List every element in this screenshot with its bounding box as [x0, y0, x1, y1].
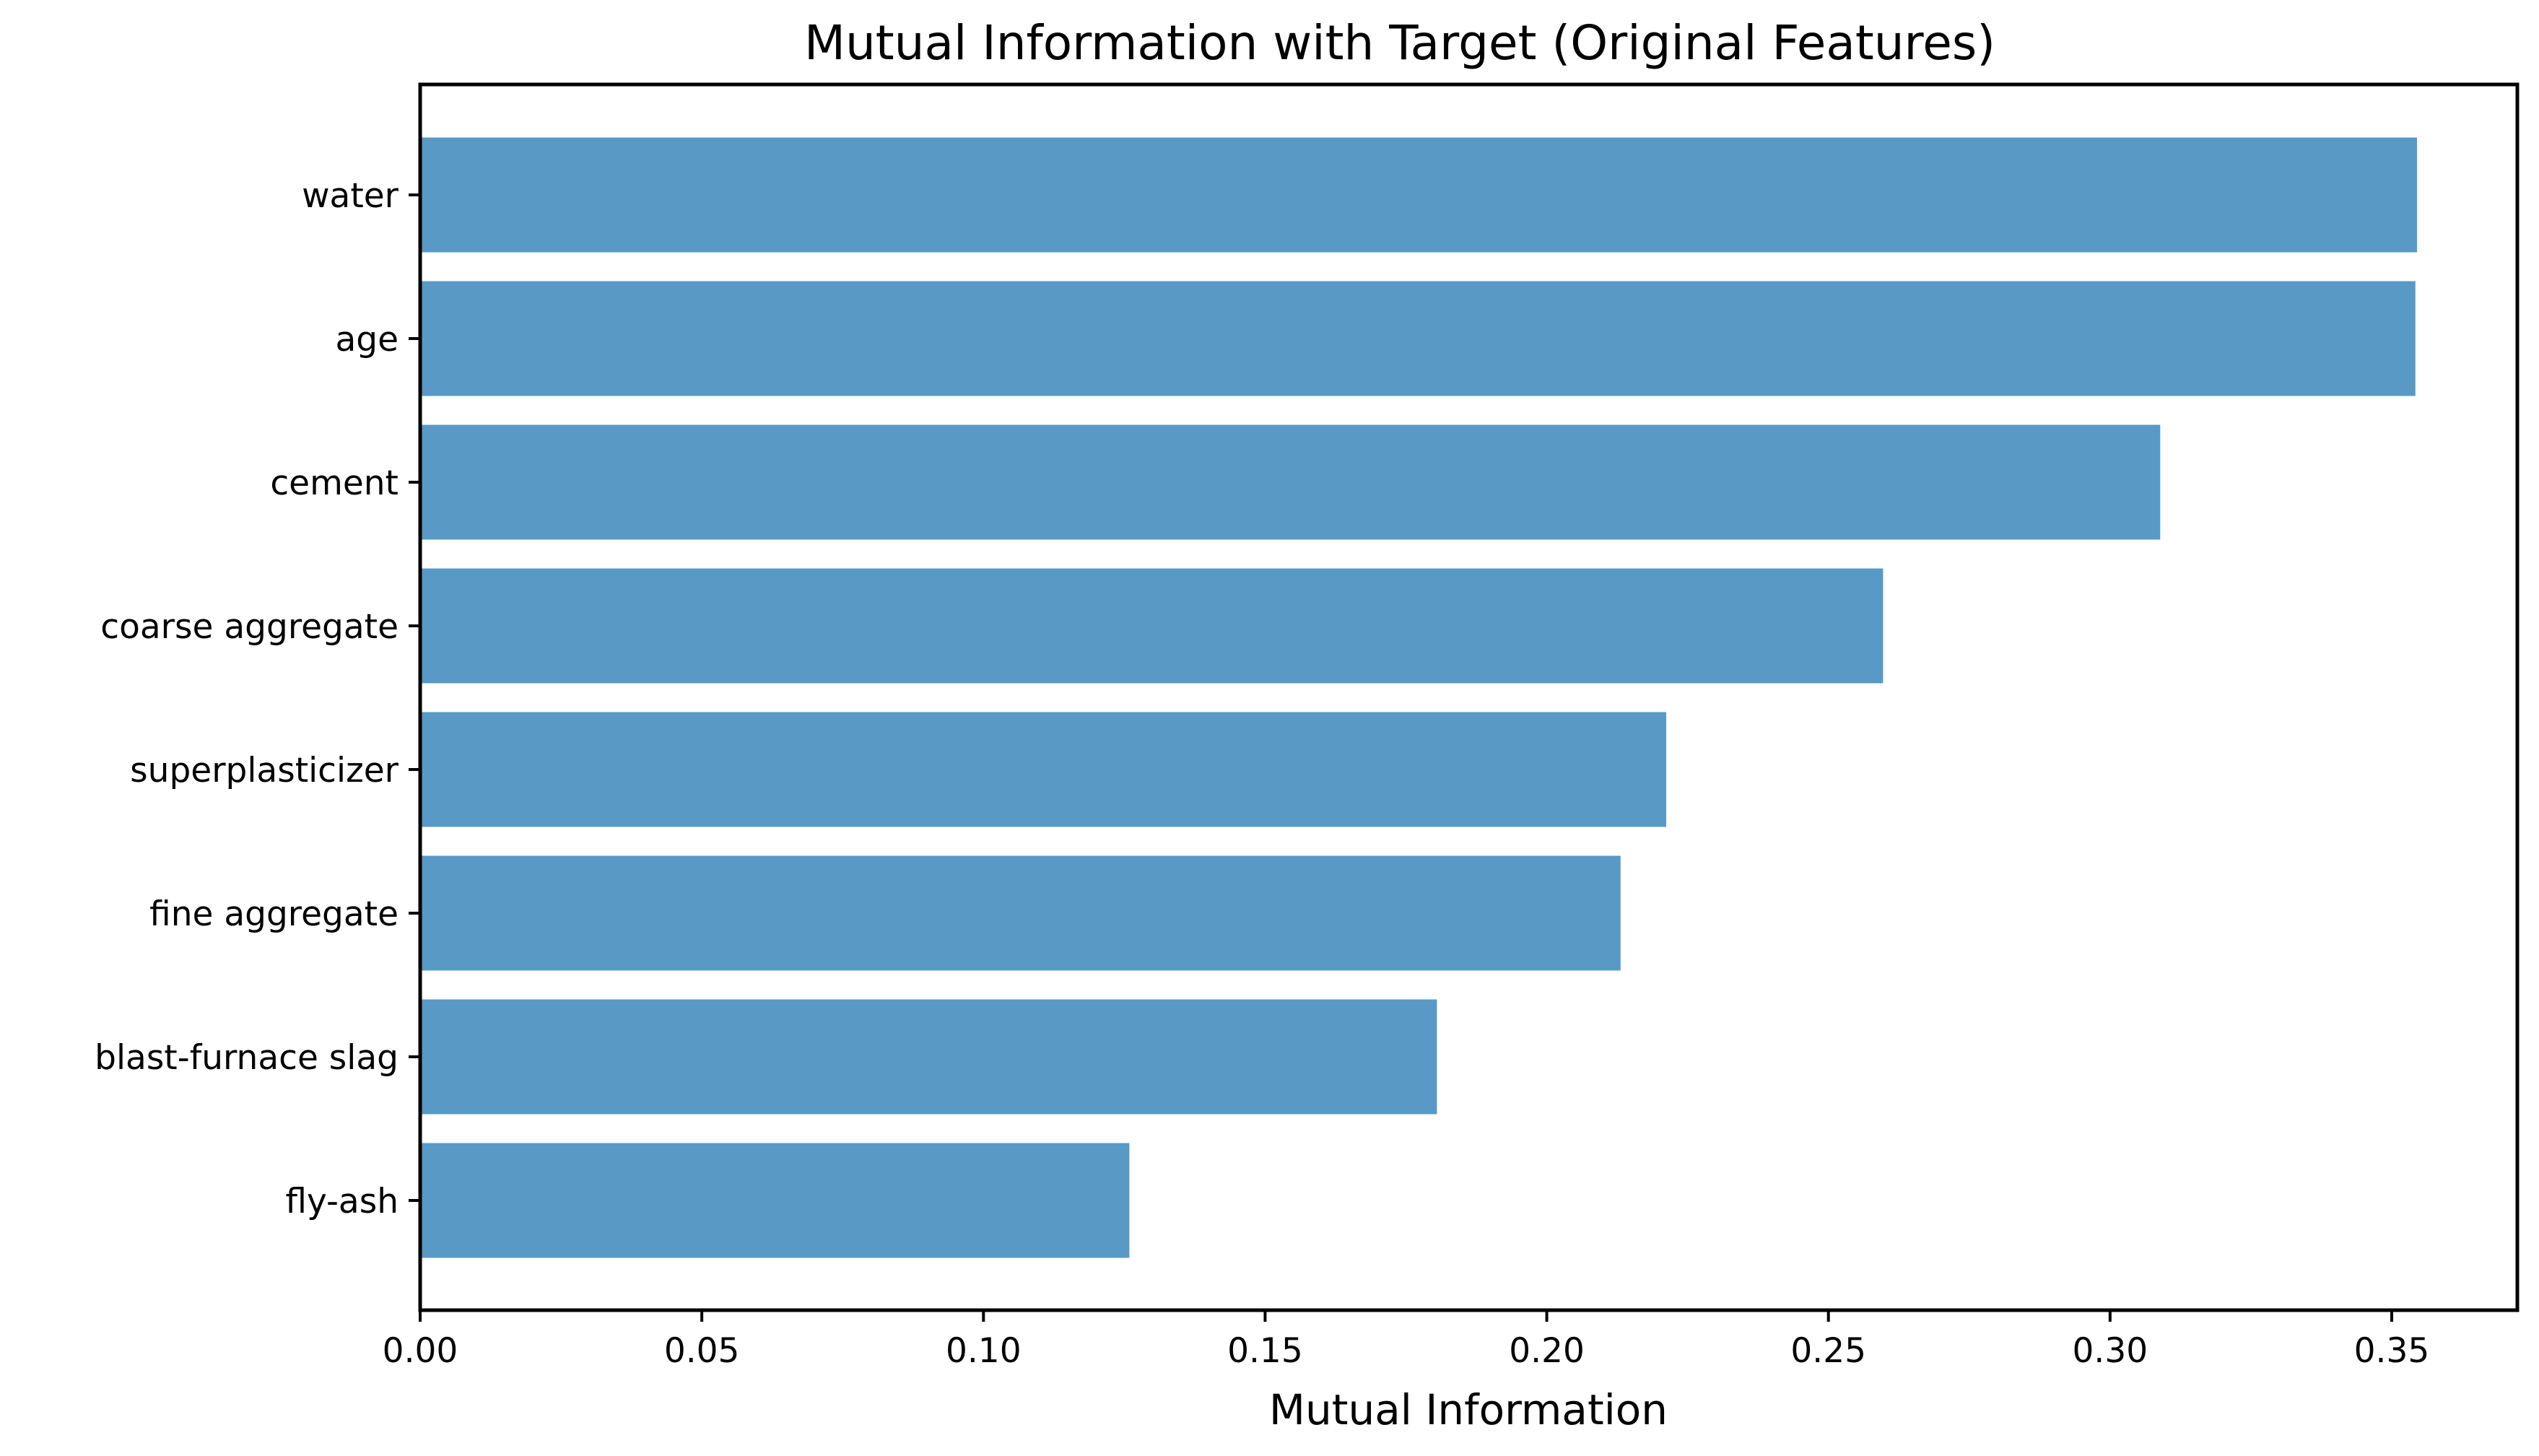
y-tick-label: cement — [270, 463, 399, 503]
x-tick-label: 0.30 — [2073, 1331, 2148, 1371]
bar-superplasticizer — [420, 712, 1666, 827]
bar-cement — [420, 424, 2161, 540]
bar-water — [420, 137, 2418, 253]
bar-coarse-aggregate — [420, 568, 1883, 684]
x-tick-label: 0.15 — [1227, 1331, 1303, 1371]
x-axis-title: Mutual Information — [1269, 1385, 1668, 1434]
bar-blast-furnace-slag — [420, 999, 1437, 1115]
bar-fly-ash — [420, 1143, 1130, 1258]
y-tick-label: fine aggregate — [149, 894, 399, 934]
bar-age — [420, 281, 2416, 396]
bar-fine-aggregate — [420, 855, 1621, 971]
x-tick-label: 0.05 — [664, 1331, 740, 1371]
y-tick-label: blast-furnace slag — [95, 1038, 399, 1078]
bars-group — [420, 137, 2418, 1258]
x-axis-ticks: 0.00 0.05 0.10 0.15 0.20 0.25 0.30 0.35 — [383, 1310, 2430, 1371]
x-tick-label: 0.25 — [1790, 1331, 1866, 1371]
x-tick-label: 0.20 — [1509, 1331, 1585, 1371]
chart-title: Mutual Information with Target (Original… — [804, 15, 1995, 71]
plot-frame — [418, 82, 2520, 1312]
y-tick-label: fly-ash — [285, 1182, 399, 1221]
x-tick-label: 0.00 — [383, 1331, 458, 1371]
y-tick-label: water — [302, 176, 399, 216]
x-tick-label: 0.35 — [2354, 1331, 2430, 1371]
y-tick-label: coarse aggregate — [100, 607, 399, 647]
y-tick-label: age — [335, 320, 399, 359]
x-tick-label: 0.10 — [946, 1331, 1022, 1371]
y-axis-ticks: water age cement coarse aggregate superplast… — [95, 176, 420, 1221]
y-tick-label: superplasticizer — [130, 751, 399, 790]
